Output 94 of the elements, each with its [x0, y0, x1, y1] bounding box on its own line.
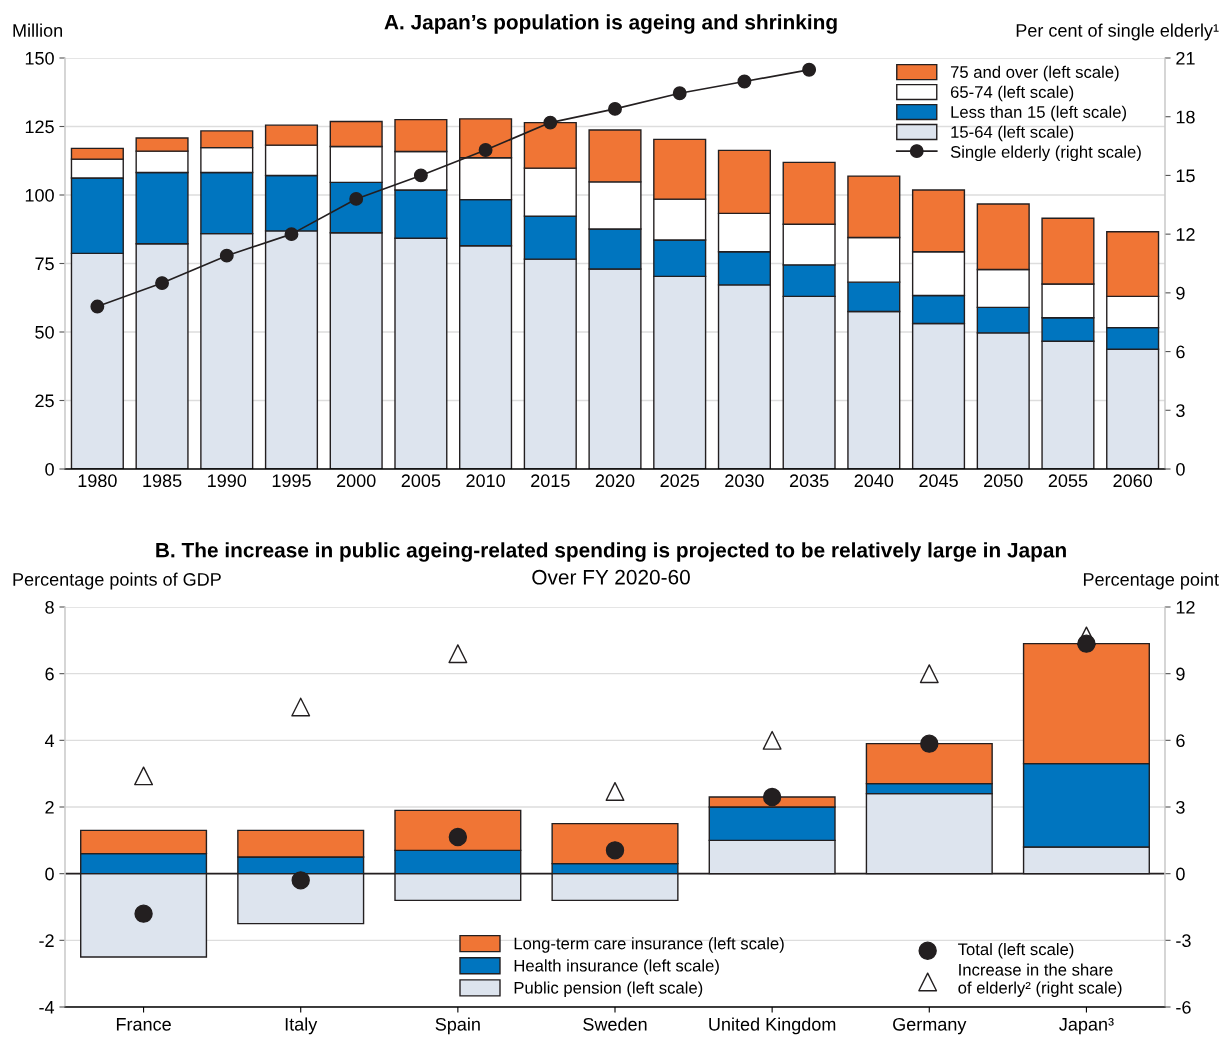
legend-label: Long-term care insurance (left scale) [514, 937, 784, 953]
y2-tick-label: 18 [1176, 110, 1195, 124]
point [605, 841, 625, 860]
x-tick-label: 2045 [919, 474, 958, 488]
y-tick-label: 0 [45, 462, 54, 476]
point [919, 664, 939, 684]
legend-label: 15-64 (left scale) [951, 125, 1074, 142]
x-tick-label: 2050 [984, 474, 1023, 488]
x-tick-label: 2000 [337, 474, 376, 488]
y-tick-label: 8 [45, 600, 54, 614]
x-tick-label: Italy [285, 1017, 318, 1035]
x-tick-label: France [116, 1018, 171, 1031]
y2-tick-label: 0 [1176, 867, 1185, 881]
point [134, 904, 153, 923]
y2-tick-label: 9 [1176, 286, 1185, 300]
y-tick-label: 150 [25, 51, 54, 65]
chart-title: B. The increase in public ageing-related spending is projected to be relatively large in Japan [156, 542, 1066, 562]
point [608, 101, 622, 116]
y2-tick-label: 3 [1176, 800, 1185, 814]
legend-label: Health insurance (left scale) [514, 959, 719, 975]
point [90, 299, 105, 314]
point [291, 871, 310, 890]
y-axis-title: Percentage points of GDP [13, 572, 221, 590]
point [134, 766, 154, 786]
point [737, 74, 752, 89]
legend-label: 65-74 (left scale) [950, 85, 1074, 102]
x-tick-label: 2010 [466, 474, 505, 488]
y-axis-title: Million [13, 23, 62, 37]
y2-tick-label: 6 [1176, 734, 1185, 748]
x-tick-label: 2030 [725, 474, 764, 488]
y2-tick-label: 12 [1176, 228, 1195, 241]
x-tick-label: 2005 [401, 474, 441, 488]
point [543, 115, 558, 130]
x-tick-label: United Kingdom [709, 1017, 836, 1035]
point [478, 143, 493, 157]
point [219, 248, 234, 263]
x-tick-label: 1985 [143, 474, 182, 488]
y2-tick-label: 12 [1176, 600, 1195, 614]
legend-label: Increase in the share of elderly² (right scale) [958, 963, 1122, 997]
y2-tick-label: 21 [1176, 51, 1195, 65]
y2-tick-label: 0 [1176, 462, 1185, 476]
y-tick-label: -4 [39, 1001, 55, 1014]
x-tick-label: 1995 [272, 474, 311, 488]
x-tick-label: 2020 [595, 474, 635, 488]
point [349, 191, 364, 206]
y2-tick-label: 9 [1176, 667, 1185, 681]
x-tick-label: 2015 [531, 474, 570, 488]
point [291, 697, 311, 717]
point [605, 781, 625, 801]
y2-axis-title: Per cent of single elderly¹ [1016, 23, 1219, 41]
chart-subtitle: Over FY 2020-60 [532, 569, 690, 585]
y2-tick-label: 3 [1176, 404, 1185, 418]
x-tick-label: 2025 [660, 474, 700, 488]
x-tick-label: Germany [893, 1017, 967, 1035]
point [1077, 634, 1096, 653]
y-tick-label: 25 [35, 394, 54, 408]
legend-label: 75 and over (left scale) [950, 65, 1119, 82]
x-tick-label: 2035 [789, 474, 829, 488]
legend-label: Less than 15 (left scale) [951, 105, 1127, 122]
point [920, 734, 939, 753]
y-tick-label: 100 [25, 188, 54, 202]
x-tick-label: 1980 [78, 474, 117, 488]
x-tick-label: 1990 [208, 474, 247, 488]
x-tick-label: 2060 [1113, 474, 1153, 488]
point [762, 730, 782, 750]
y2-tick-label: 15 [1176, 169, 1195, 183]
y2-tick-label: -6 [1176, 1000, 1191, 1014]
point [762, 787, 782, 807]
chart-title: A. Japan’s population is ageing and shrinking [384, 14, 837, 34]
y-tick-label: 4 [44, 734, 55, 747]
y-tick-label: 75 [35, 257, 54, 271]
x-tick-label: 2055 [1048, 474, 1088, 488]
point [284, 227, 299, 242]
y-tick-label: 2 [45, 800, 54, 814]
x-tick-label: Spain [435, 1017, 480, 1035]
y-tick-label: 0 [45, 867, 54, 881]
point [448, 644, 468, 664]
y-tick-label: 125 [25, 120, 54, 134]
point [155, 276, 170, 291]
y2-tick-label: -3 [1176, 934, 1191, 948]
y2-tick-label: 6 [1176, 345, 1185, 359]
y-tick-label: 6 [45, 667, 54, 681]
legend-label: Single elderly (right scale) [950, 145, 1141, 162]
point [672, 86, 687, 101]
legend-label: Total (left scale) [958, 942, 1074, 959]
point [448, 827, 468, 847]
x-tick-label: 2040 [854, 474, 894, 488]
y-tick-label: 50 [35, 325, 54, 339]
y2-axis-title: Percentage point [1083, 572, 1219, 590]
y-tick-label: -2 [39, 934, 54, 947]
x-tick-label: Japan³ [1059, 1017, 1114, 1035]
point [802, 62, 817, 77]
x-tick-label: Sweden [583, 1017, 647, 1031]
legend-label: Public pension (left scale) [514, 981, 703, 997]
